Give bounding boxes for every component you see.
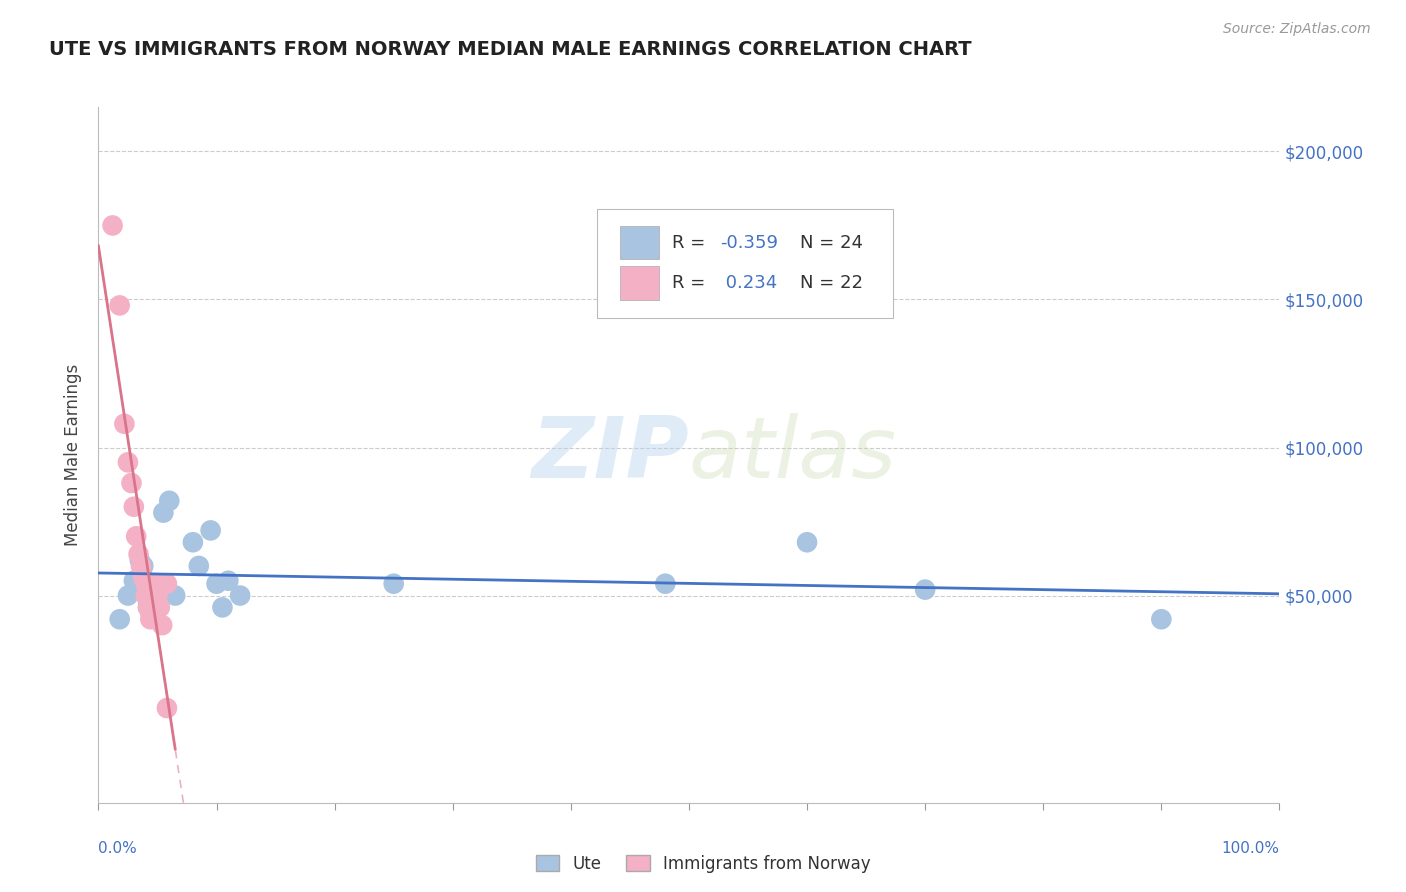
Point: [150, 618, 173, 632]
Text: N = 22: N = 22: [800, 274, 863, 292]
Point: [217, 574, 239, 588]
Point: [1150, 612, 1173, 626]
Point: [149, 600, 172, 615]
Text: R =: R =: [672, 234, 711, 252]
Text: 0.0%: 0.0%: [98, 841, 138, 856]
Point: [139, 612, 162, 626]
Point: [132, 571, 155, 585]
Point: [121, 476, 143, 491]
Point: [136, 594, 159, 608]
Point: [108, 298, 131, 312]
Point: [156, 701, 179, 715]
Text: R =: R =: [672, 274, 711, 292]
Point: [135, 576, 157, 591]
Point: [125, 529, 148, 543]
Point: [165, 589, 187, 603]
Point: [146, 589, 169, 603]
Point: [135, 589, 157, 603]
Point: [200, 524, 222, 538]
Text: Source: ZipAtlas.com: Source: ZipAtlas.com: [1223, 22, 1371, 37]
Text: 0.234: 0.234: [720, 274, 778, 292]
Point: [229, 589, 252, 603]
Point: [101, 219, 124, 233]
Point: [143, 576, 166, 591]
Y-axis label: Median Male Earnings: Median Male Earnings: [65, 364, 83, 546]
Point: [914, 582, 936, 597]
Point: [157, 493, 180, 508]
Text: UTE VS IMMIGRANTS FROM NORWAY MEDIAN MALE EARNINGS CORRELATION CHART: UTE VS IMMIGRANTS FROM NORWAY MEDIAN MAL…: [49, 40, 972, 59]
Legend: Ute, Immigrants from Norway: Ute, Immigrants from Norway: [529, 848, 877, 880]
Point: [156, 576, 179, 591]
FancyBboxPatch shape: [620, 267, 659, 300]
Point: [117, 455, 139, 469]
Text: -0.359: -0.359: [720, 234, 778, 252]
Point: [128, 553, 150, 567]
Text: 100.0%: 100.0%: [1222, 841, 1279, 856]
Point: [146, 594, 169, 608]
FancyBboxPatch shape: [620, 226, 659, 260]
Point: [139, 607, 162, 621]
Point: [112, 417, 135, 431]
Text: N = 24: N = 24: [800, 234, 863, 252]
Point: [122, 574, 145, 588]
Text: atlas: atlas: [689, 413, 897, 497]
Point: [143, 576, 166, 591]
Point: [135, 582, 157, 597]
Point: [136, 600, 159, 615]
Point: [129, 558, 152, 573]
Point: [117, 589, 139, 603]
Point: [181, 535, 204, 549]
Point: [132, 558, 155, 573]
Point: [382, 576, 405, 591]
Point: [136, 600, 159, 615]
FancyBboxPatch shape: [596, 210, 893, 318]
Point: [122, 500, 145, 514]
Point: [152, 506, 174, 520]
Point: [205, 576, 228, 591]
Point: [128, 547, 150, 561]
Point: [108, 612, 131, 626]
Point: [654, 576, 676, 591]
Point: [796, 535, 818, 549]
Point: [211, 600, 233, 615]
Point: [187, 558, 209, 573]
Text: ZIP: ZIP: [531, 413, 689, 497]
